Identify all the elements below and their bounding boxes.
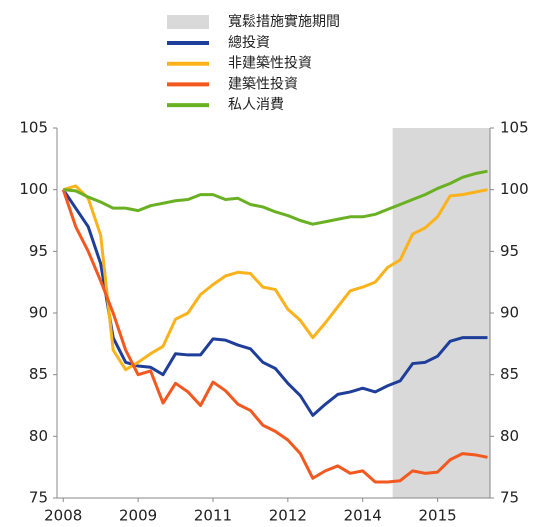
legend-swatch — [167, 15, 209, 29]
legend-label: 非建築性投資 — [228, 56, 312, 72]
y2-tick-label: 90 — [500, 304, 519, 322]
y-tick-label: 80 — [29, 427, 48, 445]
y-tick-label: 95 — [29, 242, 48, 260]
legend-label: 私人消費 — [228, 97, 284, 113]
legend-label: 寬鬆措施實施期間 — [228, 13, 340, 30]
y2-tick-label: 105 — [500, 119, 529, 137]
series-line — [63, 169, 488, 226]
y-tick-label: 90 — [29, 304, 48, 322]
y-tick-label: 85 — [29, 365, 48, 383]
x-tick-label: 2008 — [44, 507, 82, 525]
x-tick-label: 2009 — [119, 507, 157, 525]
x-tick-label: 2012 — [269, 507, 307, 525]
y2-tick-label: 80 — [500, 427, 519, 445]
series-line — [61, 189, 488, 484]
y-tick-label: 100 — [19, 180, 48, 198]
legend-label: 總投資 — [228, 34, 270, 51]
legend-label: 建築性投資 — [228, 76, 298, 92]
y-tick-label: 105 — [19, 119, 48, 137]
shaded-region — [392, 128, 490, 498]
x-tick-label: 2015 — [418, 507, 456, 525]
x-tick-label: 2014 — [344, 507, 382, 525]
y2-tick-label: 100 — [500, 180, 529, 198]
y2-tick-label: 75 — [500, 489, 519, 507]
y2-tick-label: 95 — [500, 242, 519, 260]
y2-tick-label: 85 — [500, 365, 519, 383]
x-tick-label: 2011 — [194, 507, 232, 525]
y-tick-label: 75 — [29, 489, 48, 507]
